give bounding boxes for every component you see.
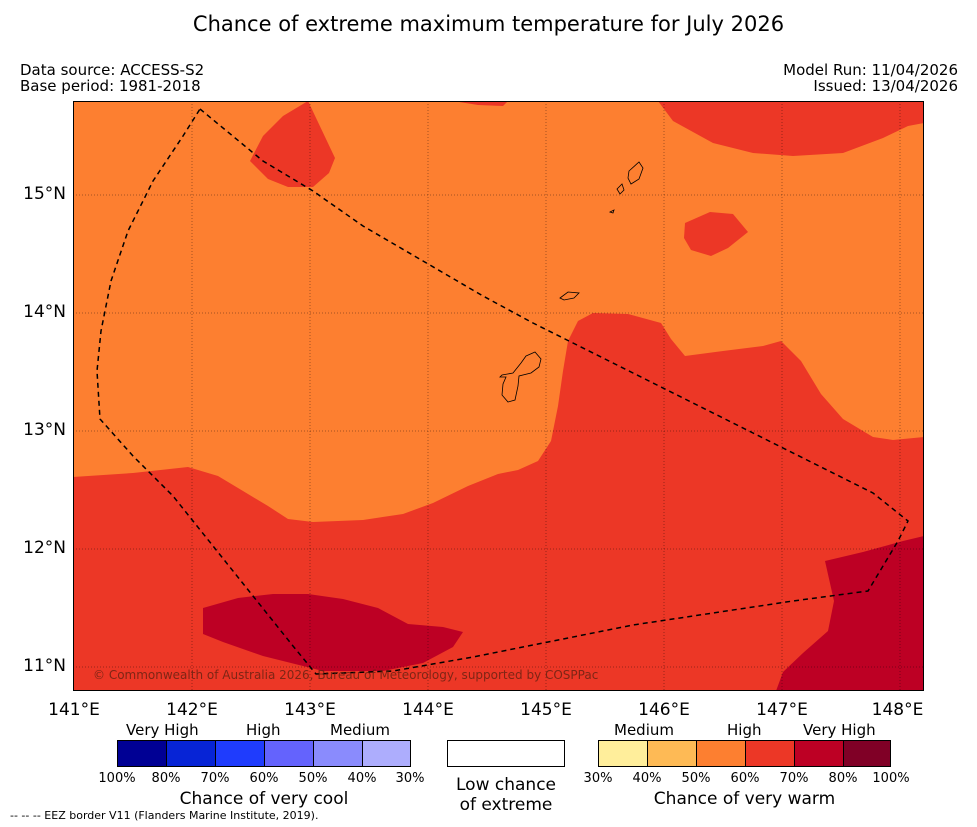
- warm-legend-title: Chance of very warm: [653, 789, 836, 809]
- warm-pct-label: 50%: [681, 771, 711, 786]
- copyright-notice: © Commonwealth of Australia 2026, Bureau…: [93, 668, 598, 682]
- warm-category-very-high: Very High: [803, 721, 876, 739]
- lat-label: 13°N: [23, 420, 66, 440]
- island-aguijan: [608, 209, 615, 214]
- map-title: Chance of extreme maximum temperature fo…: [192, 12, 785, 36]
- cool-pct-label: 70%: [200, 771, 230, 786]
- lat-label: 14°N: [23, 302, 66, 322]
- model-run: Model Run: 11/04/2026: [783, 61, 958, 79]
- warm-category-high: High: [727, 721, 762, 739]
- lon-label: 141°E: [48, 700, 100, 720]
- band-70-80-southwest: [203, 594, 463, 671]
- warm-swatch-60-70: [745, 740, 795, 767]
- forecast-map: © Commonwealth of Australia 2026, Bureau…: [73, 101, 924, 691]
- band-70-80-southeast: [776, 536, 924, 691]
- cool-swatch-60-70: [215, 740, 265, 767]
- island-guam: [499, 351, 542, 403]
- warm-pct-label: 80%: [828, 771, 858, 786]
- lon-label: 148°E: [871, 700, 924, 720]
- lat-label: 11°N: [23, 656, 66, 676]
- cool-category-very-high: Very High: [126, 721, 199, 739]
- cool-pct-label: 100%: [98, 771, 136, 786]
- warm-pct-label: 70%: [779, 771, 809, 786]
- eez-border: [96, 107, 909, 675]
- cool-legend-title: Chance of very cool: [179, 789, 349, 809]
- map-frame: [73, 101, 924, 691]
- lon-label: 147°E: [756, 700, 808, 720]
- lat-label: 12°N: [23, 538, 66, 558]
- cool-pct-label: 50%: [298, 771, 328, 786]
- lon-label: 146°E: [638, 700, 690, 720]
- warm-swatch-30-40: [598, 740, 648, 767]
- cool-category-high: High: [246, 721, 281, 739]
- lat-label: 15°N: [23, 184, 66, 204]
- neutral-legend-title-line1: Low chance: [456, 775, 556, 795]
- cool-swatch-30-40: [362, 740, 411, 767]
- island-saipan: [627, 161, 644, 185]
- warm-swatch-40-50: [647, 740, 697, 767]
- island-rota: [559, 291, 580, 301]
- neutral-swatch: [447, 740, 565, 767]
- cool-category-medium: Medium: [330, 721, 390, 739]
- lon-label: 142°E: [166, 700, 218, 720]
- lon-label: 145°E: [520, 700, 572, 720]
- data-source: Data source: ACCESS-S2: [20, 61, 205, 79]
- band-60-70-top-sliver: [453, 101, 508, 106]
- band-60-70-northeast: [658, 101, 924, 156]
- warm-pct-label: 60%: [730, 771, 760, 786]
- cool-swatch-50-60: [264, 740, 314, 767]
- cool-swatch-40-50: [313, 740, 363, 767]
- cool-swatch-80-100: [117, 740, 167, 767]
- island-tinian: [616, 183, 625, 195]
- warm-pct-label: 40%: [632, 771, 662, 786]
- eez-footnote: -- -- -- EEZ border V11 (Flanders Marine…: [10, 809, 319, 822]
- cool-swatch-70-80: [166, 740, 216, 767]
- issued-date: Issued: 13/04/2026: [813, 77, 958, 95]
- lon-label: 144°E: [402, 700, 454, 720]
- islands: [499, 161, 644, 403]
- warm-swatch-80-100: [843, 740, 891, 767]
- base-period: Base period: 1981-2018: [20, 77, 201, 95]
- cool-pct-label: 30%: [395, 771, 425, 786]
- neutral-legend-title-line2: of extreme: [459, 795, 553, 815]
- warm-pct-label: 30%: [583, 771, 613, 786]
- lon-label: 143°E: [284, 700, 336, 720]
- warm-category-medium: Medium: [614, 721, 674, 739]
- warm-swatch-70-80: [794, 740, 844, 767]
- cool-pct-label: 40%: [347, 771, 377, 786]
- cool-pct-label: 80%: [151, 771, 181, 786]
- cool-pct-label: 60%: [249, 771, 279, 786]
- warm-pct-label: 100%: [872, 771, 910, 786]
- band-60-70-blob-b: [684, 212, 748, 256]
- warm-swatch-50-60: [696, 740, 746, 767]
